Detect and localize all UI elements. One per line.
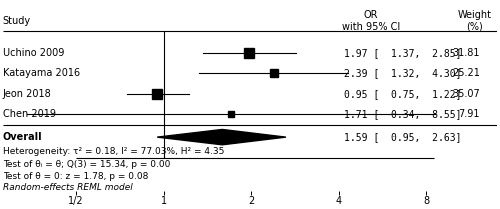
Text: 7.91: 7.91 bbox=[458, 109, 480, 119]
Text: 31.81: 31.81 bbox=[452, 48, 480, 58]
Text: Test of θᵢ = θ; Q(3) = 15.34, p = 0.00: Test of θᵢ = θ; Q(3) = 15.34, p = 0.00 bbox=[3, 160, 170, 169]
Text: Jeon 2018: Jeon 2018 bbox=[3, 89, 51, 99]
Text: 25.21: 25.21 bbox=[452, 69, 480, 79]
Text: Heterogeneity: τ² = 0.18, I² = 77.03%, H² = 4.35: Heterogeneity: τ² = 0.18, I² = 77.03%, H… bbox=[3, 147, 224, 156]
Text: Study: Study bbox=[3, 16, 31, 26]
Text: 0.95 [  0.75,  1.22]: 0.95 [ 0.75, 1.22] bbox=[344, 89, 462, 99]
Text: 1.59 [  0.95,  2.63]: 1.59 [ 0.95, 2.63] bbox=[344, 132, 462, 142]
Text: Test of θ = 0: z = 1.78, p = 0.08: Test of θ = 0: z = 1.78, p = 0.08 bbox=[3, 172, 148, 181]
Text: Chen 2019: Chen 2019 bbox=[3, 109, 56, 119]
Text: 1.97 [  1.37,  2.85]: 1.97 [ 1.37, 2.85] bbox=[344, 48, 462, 58]
Text: Random-effects REML model: Random-effects REML model bbox=[3, 183, 132, 192]
Text: Overall: Overall bbox=[3, 132, 42, 142]
Text: Katayama 2016: Katayama 2016 bbox=[3, 69, 80, 79]
Text: 2.39 [  1.32,  4.30]: 2.39 [ 1.32, 4.30] bbox=[344, 69, 462, 79]
Text: 35.07: 35.07 bbox=[452, 89, 480, 99]
Polygon shape bbox=[157, 129, 286, 145]
Text: Weight
(%): Weight (%) bbox=[458, 10, 492, 32]
Text: 1.71 [  0.34,  8.55]: 1.71 [ 0.34, 8.55] bbox=[344, 109, 462, 119]
Text: Uchino 2009: Uchino 2009 bbox=[3, 48, 64, 58]
Text: OR
with 95% CI: OR with 95% CI bbox=[342, 10, 400, 32]
